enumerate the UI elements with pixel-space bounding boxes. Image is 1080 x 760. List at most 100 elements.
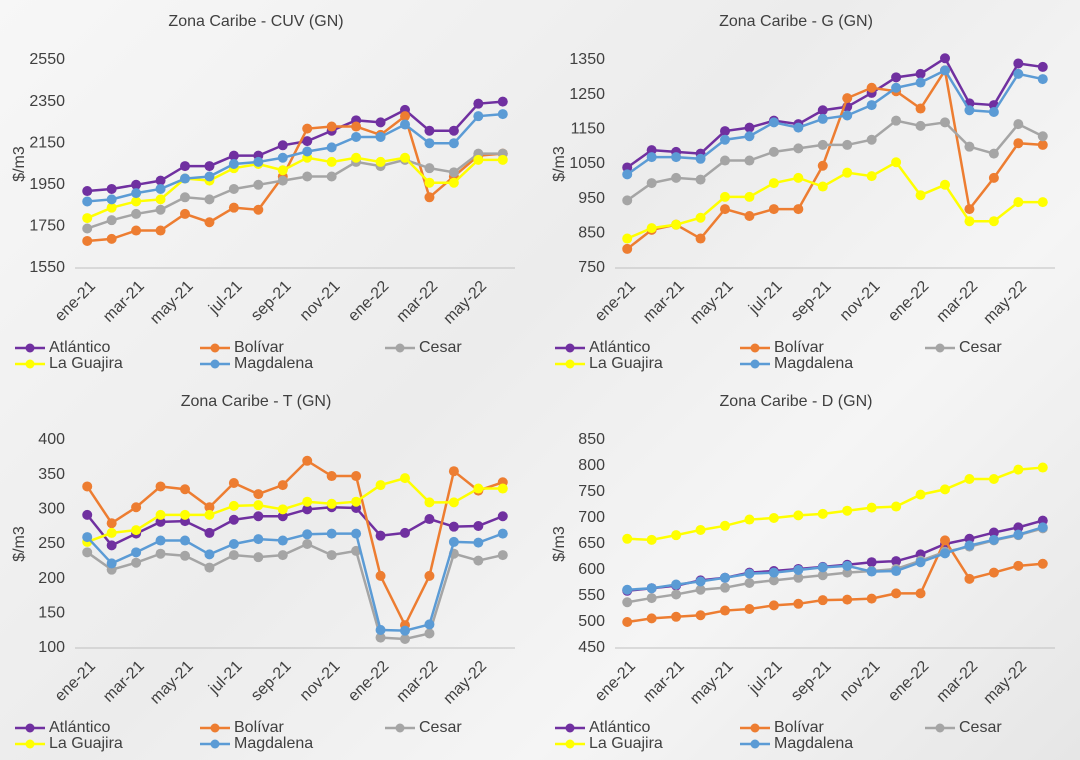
data-point [351, 471, 362, 482]
x-tick-label: nov-21 [297, 278, 344, 325]
y-tick-label: 1150 [571, 121, 606, 138]
data-point [204, 194, 215, 205]
data-point [277, 511, 288, 522]
data-point [326, 528, 337, 539]
data-point [1037, 462, 1048, 473]
data-point [228, 500, 239, 511]
data-point [473, 154, 484, 165]
data-point [82, 196, 93, 207]
data-point [253, 534, 264, 545]
y-axis-label: $/m3 [11, 146, 28, 182]
data-point [253, 511, 264, 522]
legend-marker [565, 739, 575, 749]
y-tick-label: 400 [38, 431, 65, 448]
x-tick-label: jul-21 [745, 658, 785, 698]
data-point [497, 154, 508, 165]
data-point [915, 588, 926, 599]
data-point [82, 213, 93, 224]
data-point [940, 65, 950, 76]
data-point [940, 535, 950, 546]
data-point [302, 171, 313, 182]
data-point [988, 534, 999, 545]
data-point [375, 632, 386, 643]
data-point [131, 225, 142, 236]
data-point [915, 489, 926, 500]
data-point [720, 572, 730, 583]
data-point [622, 195, 633, 206]
data-point [180, 192, 190, 203]
data-point [622, 533, 633, 544]
legend-label: Cesar [959, 719, 1002, 736]
y-tick-label: 2150 [29, 134, 65, 151]
data-point [744, 568, 755, 579]
data-point [1037, 139, 1048, 150]
data-point [351, 496, 362, 507]
data-point [155, 516, 166, 527]
x-tick-label: sep-21 [248, 278, 295, 325]
data-point [351, 528, 362, 539]
legend-label: Bolívar [774, 339, 824, 356]
data-point [915, 120, 926, 131]
y-tick-label: 150 [38, 605, 65, 622]
data-point [915, 190, 926, 201]
legend-marker [750, 343, 760, 353]
y-tick-label: 1750 [29, 218, 65, 235]
y-tick-label: 1350 [569, 51, 605, 68]
legend-label: Magdalena [774, 735, 853, 752]
data-point [204, 171, 215, 182]
data-point [695, 153, 706, 164]
data-point [155, 175, 166, 186]
data-point [817, 508, 828, 519]
y-tick-label: 1550 [29, 259, 65, 276]
x-tick-label: mar-22 [393, 278, 441, 326]
data-point [768, 146, 779, 157]
data-point [1037, 74, 1048, 85]
data-point [793, 598, 804, 609]
data-point [842, 560, 853, 571]
data-point [744, 191, 755, 202]
data-point [424, 619, 435, 630]
y-tick-label: 100 [38, 639, 65, 656]
legend-label: Magdalena [234, 735, 313, 752]
data-point [82, 532, 93, 543]
data-point [940, 179, 950, 190]
data-point [744, 122, 755, 133]
data-point [940, 53, 950, 64]
data-point [106, 527, 117, 538]
legend-marker [750, 359, 760, 369]
data-point [622, 243, 633, 254]
data-point [988, 172, 999, 183]
legend-label: La Guajira [49, 355, 123, 372]
data-point [204, 217, 215, 228]
data-point [204, 502, 215, 513]
legend-marker [25, 723, 35, 733]
data-point [155, 509, 166, 520]
data-point [695, 174, 706, 185]
x-tick-label: may-22 [980, 658, 1030, 708]
data-point [768, 575, 779, 586]
data-point [228, 202, 239, 213]
legend-label: Bolívar [774, 719, 824, 736]
data-point [866, 593, 877, 604]
legend-label: La Guajira [49, 735, 123, 752]
x-tick-label: ene-22 [885, 658, 932, 705]
y-tick-label: 650 [578, 535, 605, 552]
data-point [473, 483, 484, 494]
data-point [720, 204, 730, 215]
data-point [277, 175, 288, 186]
data-point [253, 489, 264, 500]
data-point [671, 589, 682, 600]
data-point [964, 573, 975, 584]
x-tick-label: mar-22 [393, 658, 441, 706]
data-point [964, 540, 975, 551]
data-point [720, 155, 730, 166]
data-point [866, 566, 877, 577]
data-point [180, 509, 190, 520]
data-point [988, 567, 999, 578]
y-tick-label: 850 [578, 225, 605, 242]
data-point [448, 125, 459, 136]
x-tick-label: mar-22 [933, 278, 981, 326]
data-point [497, 109, 508, 120]
y-tick-label: 750 [578, 483, 605, 500]
data-point [302, 496, 313, 507]
